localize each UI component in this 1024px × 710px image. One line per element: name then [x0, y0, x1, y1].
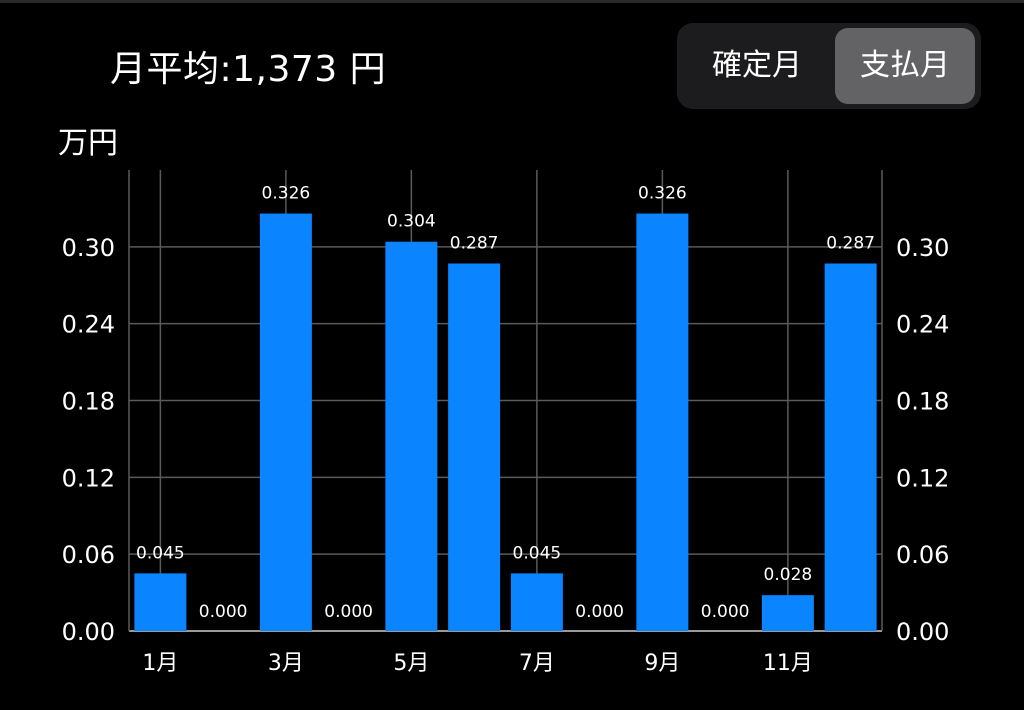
x-tick-label: 7月	[519, 651, 555, 676]
bar	[134, 573, 187, 631]
y-tick-label-left: 0.24	[62, 311, 115, 339]
segment-payment-month[interactable]: 支払月	[835, 28, 975, 104]
y-tick-label-right: 0.30	[896, 234, 949, 262]
top-divider	[0, 0, 1024, 3]
x-tick-label: 3月	[268, 651, 304, 676]
y-tick-label-left: 0.06	[62, 541, 115, 569]
bar	[761, 595, 814, 631]
bar-value-label: 0.000	[701, 602, 750, 622]
y-tick-label-left: 0.00	[62, 618, 115, 646]
y-tick-label-right: 0.00	[896, 618, 949, 646]
bar-value-label: 0.326	[262, 184, 311, 204]
bar	[824, 263, 877, 631]
bar	[510, 573, 563, 631]
bar-value-label: 0.045	[136, 543, 185, 563]
bar	[385, 241, 438, 631]
x-tick-label: 5月	[393, 651, 429, 676]
y-tick-label-right: 0.06	[896, 541, 949, 569]
bar-value-label: 0.287	[826, 233, 875, 253]
x-tick-label: 9月	[644, 651, 680, 676]
y-tick-label-left: 0.30	[62, 234, 115, 262]
bar	[259, 213, 312, 632]
y-tick-label-right: 0.18	[896, 388, 949, 416]
monthly-average-label: 月平均:1,373 円	[110, 49, 387, 90]
bar-value-label: 0.000	[324, 602, 373, 622]
y-tick-label-left: 0.12	[62, 464, 115, 492]
month-type-segmented-control: 確定月 支払月	[677, 23, 981, 109]
bar-value-label: 0.000	[575, 602, 624, 622]
bar-value-label: 0.000	[199, 602, 248, 622]
bar-value-label: 0.287	[450, 233, 499, 253]
y-tick-label-right: 0.24	[896, 311, 949, 339]
bar-value-label: 0.326	[638, 184, 687, 204]
y-tick-label-left: 0.18	[62, 388, 115, 416]
x-tick-label: 1月	[142, 651, 178, 676]
y-axis-unit-label: 万円	[58, 126, 118, 161]
bar-value-label: 0.304	[387, 212, 436, 232]
bar	[636, 213, 689, 632]
bar-value-label: 0.045	[513, 543, 562, 563]
segment-confirmed-month[interactable]: 確定月	[712, 48, 802, 83]
y-tick-label-right: 0.12	[896, 464, 949, 492]
bar	[448, 263, 501, 631]
x-tick-label: 11月	[763, 651, 813, 676]
bar-value-label: 0.028	[764, 565, 813, 585]
